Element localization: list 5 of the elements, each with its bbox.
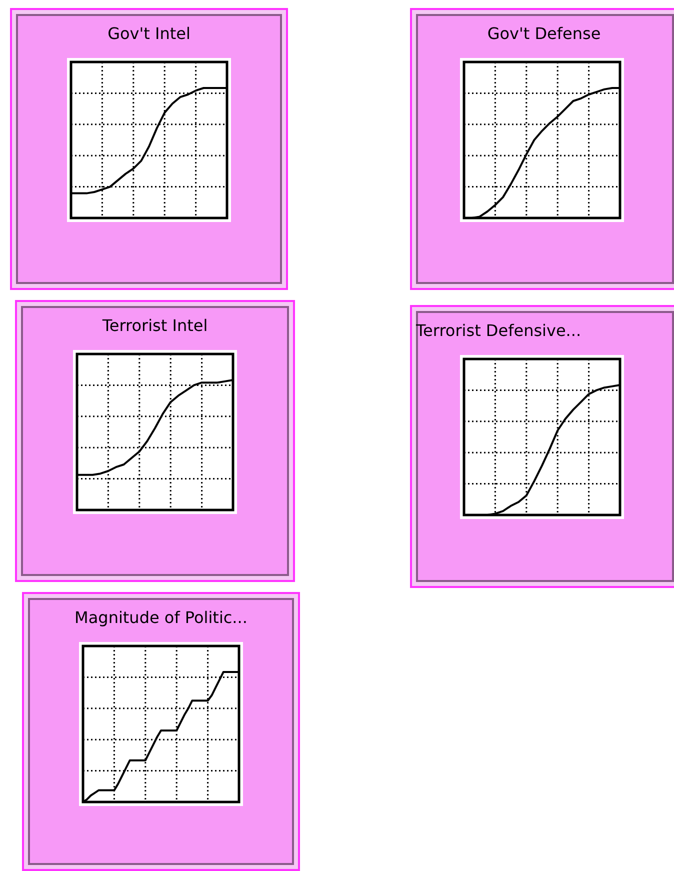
chart-title: Gov't Intel [106,24,192,43]
chart-title: Gov't Defense [486,24,602,43]
chart-title: Terrorist Defensive... [416,321,582,340]
chart-title: Magnitude of Politic... [74,608,248,627]
chart-title: Terrorist Intel [101,316,209,335]
